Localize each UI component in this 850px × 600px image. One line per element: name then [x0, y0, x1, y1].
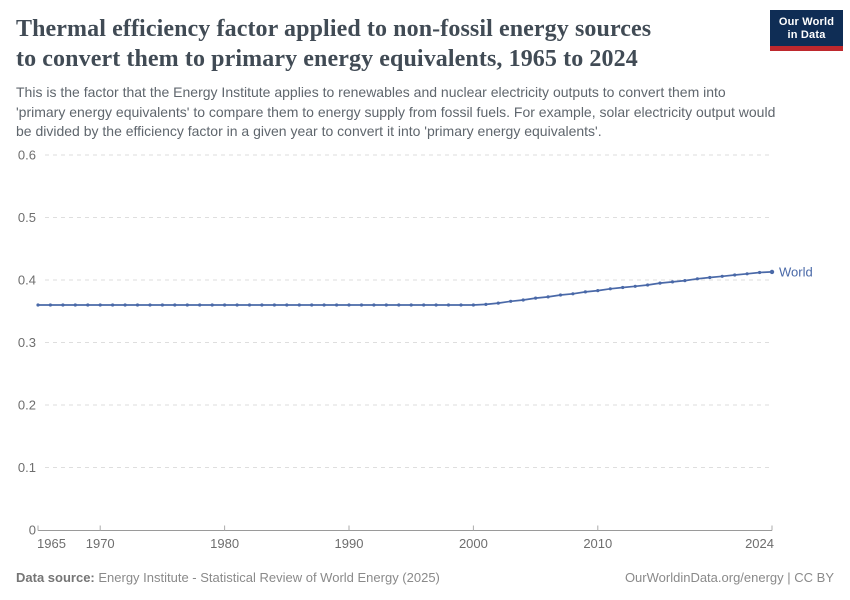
data-point[interactable] — [720, 274, 724, 278]
data-point[interactable] — [73, 303, 77, 307]
data-point[interactable] — [297, 303, 301, 307]
data-point[interactable] — [111, 303, 115, 307]
y-axis-tick-label: 0.6 — [18, 148, 36, 163]
data-point[interactable] — [546, 295, 550, 299]
title-line-2: to convert them to primary energy equiva… — [16, 46, 638, 72]
chart-header: Thermal efficiency factor applied to non… — [16, 14, 834, 142]
data-point[interactable] — [123, 303, 127, 307]
data-point[interactable] — [148, 303, 152, 307]
data-point[interactable] — [247, 303, 252, 307]
y-axis-tick-label: 0 — [29, 523, 36, 538]
data-point[interactable] — [446, 303, 451, 307]
data-point[interactable] — [521, 298, 525, 302]
series-label-world[interactable]: World — [779, 264, 813, 279]
data-point[interactable] — [48, 303, 53, 307]
data-point[interactable] — [198, 303, 202, 307]
data-point[interactable] — [422, 303, 426, 307]
data-point[interactable] — [409, 303, 413, 307]
owid-logo-accent-bar — [770, 46, 843, 51]
x-axis-tick-label: 1990 — [335, 536, 364, 551]
y-axis-tick-label: 0.1 — [18, 460, 36, 475]
owid-logo[interactable]: Our World in Data — [770, 10, 843, 51]
data-point[interactable] — [733, 273, 737, 277]
x-axis-tick-label: 1965 — [37, 536, 66, 551]
data-point[interactable] — [135, 303, 140, 307]
data-point[interactable] — [210, 303, 214, 307]
data-point[interactable] — [658, 281, 662, 285]
data-point[interactable] — [160, 303, 164, 307]
data-point[interactable] — [310, 303, 314, 307]
data-point[interactable] — [397, 303, 401, 307]
page-title: Thermal efficiency factor applied to non… — [16, 14, 834, 74]
data-point[interactable] — [359, 303, 364, 307]
x-axis-tick-label: 1970 — [86, 536, 115, 551]
data-point[interactable] — [285, 303, 289, 307]
x-axis-tick-label: 1980 — [210, 536, 239, 551]
data-point[interactable] — [260, 303, 264, 307]
title-line-1: Thermal efficiency factor applied to non… — [16, 16, 652, 42]
data-point[interactable] — [596, 289, 600, 293]
subtitle-line-1: This is the factor that the Energy Insti… — [16, 84, 726, 100]
data-point[interactable] — [61, 303, 65, 307]
data-point[interactable] — [621, 285, 625, 290]
x-axis-tick-label: 2010 — [583, 536, 612, 551]
data-point[interactable] — [646, 283, 650, 287]
subtitle-line-3: be divided by the efficiency factor in a… — [16, 123, 602, 139]
x-axis-tick-label: 2000 — [459, 536, 488, 551]
chart-footer: Data source: Energy Institute - Statisti… — [16, 567, 834, 587]
data-point[interactable] — [347, 303, 351, 307]
owid-logo-line-1: Our World — [778, 16, 835, 28]
data-point[interactable] — [272, 303, 276, 307]
data-point[interactable] — [758, 270, 762, 275]
data-point[interactable] — [683, 279, 687, 283]
data-point[interactable] — [86, 303, 90, 307]
data-point[interactable] — [173, 303, 177, 307]
data-point[interactable] — [235, 303, 239, 307]
data-point[interactable] — [335, 303, 339, 307]
data-point[interactable] — [509, 299, 513, 303]
data-point[interactable] — [608, 287, 612, 291]
data-point[interactable] — [223, 303, 227, 307]
x-axis-tick-label: 2024 — [745, 536, 774, 551]
data-point[interactable] — [558, 293, 563, 297]
data-point[interactable] — [534, 296, 538, 300]
data-point[interactable] — [384, 303, 388, 307]
y-axis-tick-label: 0.5 — [18, 210, 36, 225]
data-point[interactable] — [322, 303, 326, 307]
data-point[interactable] — [695, 277, 700, 281]
owid-logo-line-2: in Data — [787, 29, 826, 41]
chart-subtitle: This is the factor that the Energy Insti… — [16, 83, 834, 142]
data-point[interactable] — [185, 303, 189, 307]
data-source-text: Energy Institute - Statistical Review of… — [94, 569, 440, 585]
subtitle-line-2: 'primary energy equivalents' to compare … — [16, 103, 776, 120]
data-source: Data source: Energy Institute - Statisti… — [16, 570, 440, 585]
data-point[interactable] — [670, 280, 675, 284]
data-source-label: Data source: — [16, 569, 95, 585]
data-point[interactable] — [98, 303, 102, 307]
data-point[interactable] — [633, 284, 637, 288]
data-point[interactable] — [484, 302, 488, 306]
data-point[interactable] — [372, 303, 376, 307]
y-axis-tick-label: 0.3 — [18, 335, 36, 350]
data-point[interactable] — [434, 303, 438, 307]
data-point[interactable] — [708, 275, 712, 280]
data-point[interactable] — [36, 303, 40, 307]
data-point[interactable] — [459, 303, 463, 307]
attribution-link[interactable]: OurWorldinData.org/energy | CC BY — [624, 569, 834, 585]
data-point[interactable] — [583, 290, 588, 294]
owid-logo-text: Our World in Data — [770, 10, 843, 42]
series-line-world[interactable] — [38, 271, 773, 306]
data-point[interactable] — [769, 269, 775, 275]
data-point[interactable] — [745, 272, 749, 276]
y-axis-tick-label: 0.2 — [18, 398, 36, 413]
data-point[interactable] — [496, 301, 500, 305]
data-point[interactable] — [471, 303, 475, 307]
data-point[interactable] — [571, 292, 575, 296]
y-axis-tick-label: 0.4 — [18, 273, 36, 288]
